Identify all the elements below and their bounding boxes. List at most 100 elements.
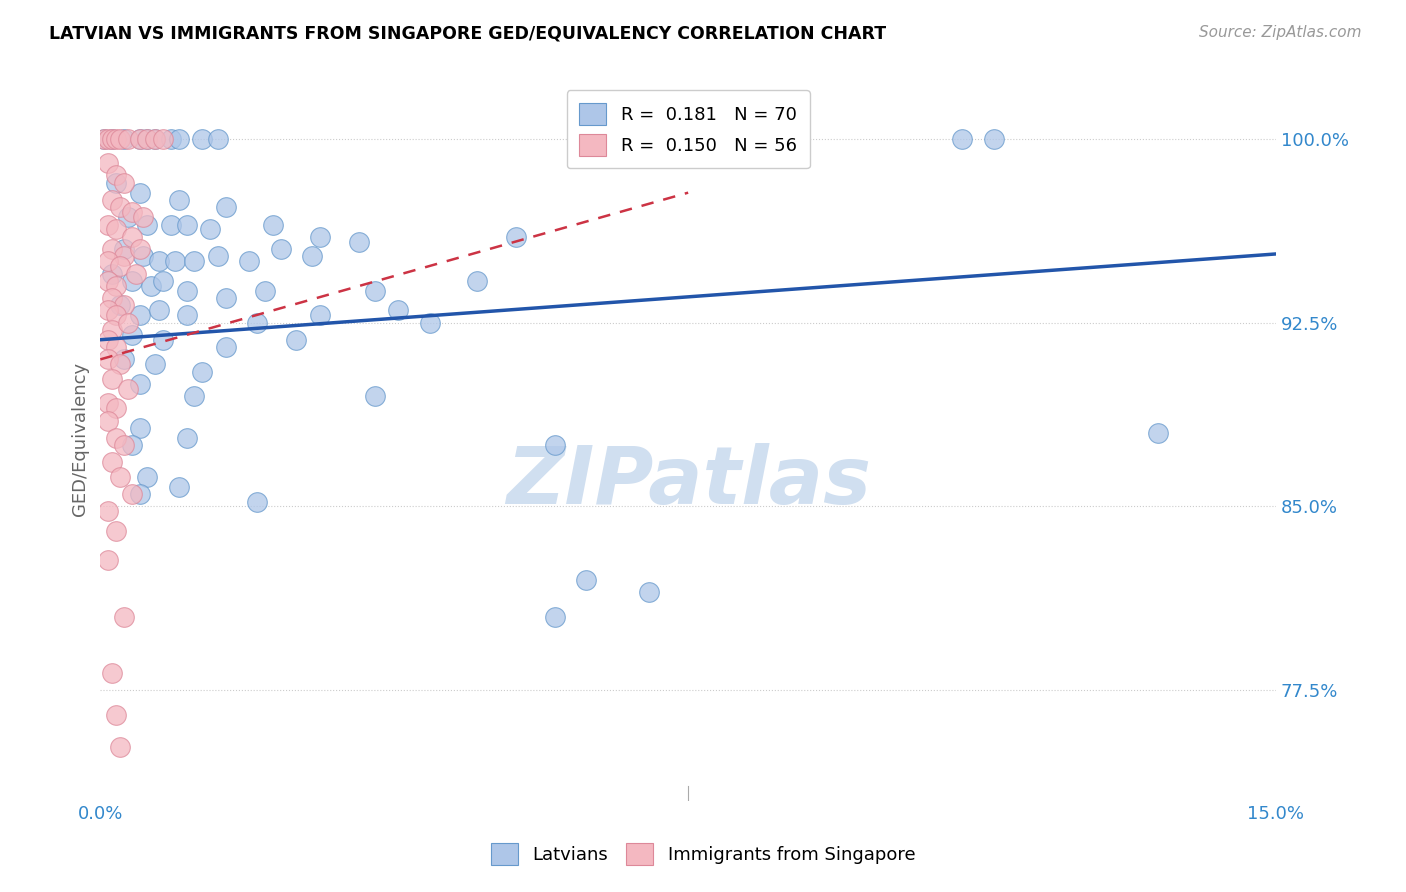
Point — [148, 254, 170, 268]
Point — [101, 132, 124, 146]
Point — [160, 218, 183, 232]
Point — [105, 222, 128, 236]
Point — [121, 327, 143, 342]
Point — [270, 242, 292, 256]
Point — [108, 739, 131, 754]
Point — [105, 169, 128, 183]
Point — [108, 298, 131, 312]
Point — [575, 573, 598, 587]
Point — [101, 323, 124, 337]
Point — [347, 235, 370, 249]
Point — [121, 438, 143, 452]
Point — [97, 414, 120, 428]
Point — [108, 357, 131, 371]
Point — [167, 132, 190, 146]
Point — [121, 274, 143, 288]
Point — [163, 254, 186, 268]
Point — [136, 470, 159, 484]
Point — [101, 242, 124, 256]
Point — [465, 274, 488, 288]
Point — [124, 267, 146, 281]
Point — [93, 132, 115, 146]
Point — [132, 249, 155, 263]
Point — [101, 193, 124, 207]
Point — [117, 382, 139, 396]
Point — [136, 132, 159, 146]
Point — [363, 389, 385, 403]
Point — [105, 278, 128, 293]
Point — [128, 308, 150, 322]
Point — [101, 372, 124, 386]
Point — [108, 259, 131, 273]
Point — [128, 242, 150, 256]
Text: LATVIAN VS IMMIGRANTS FROM SINGAPORE GED/EQUIVALENCY CORRELATION CHART: LATVIAN VS IMMIGRANTS FROM SINGAPORE GED… — [49, 25, 886, 43]
Point — [238, 254, 260, 268]
Point — [128, 132, 150, 146]
Point — [246, 316, 269, 330]
Point — [105, 707, 128, 722]
Point — [308, 229, 330, 244]
Point — [97, 333, 120, 347]
Point — [128, 376, 150, 391]
Point — [105, 401, 128, 416]
Point — [544, 438, 567, 452]
Point — [117, 316, 139, 330]
Point — [176, 308, 198, 322]
Point — [132, 210, 155, 224]
Point — [952, 132, 974, 146]
Point — [176, 431, 198, 445]
Point — [143, 132, 166, 146]
Point — [128, 132, 150, 146]
Point — [97, 254, 120, 268]
Point — [176, 218, 198, 232]
Point — [285, 333, 308, 347]
Point — [101, 455, 124, 469]
Point — [143, 357, 166, 371]
Point — [731, 132, 754, 146]
Point — [143, 132, 166, 146]
Text: ZIPatlas: ZIPatlas — [506, 443, 870, 522]
Point — [112, 176, 135, 190]
Legend: R =  0.181   N = 70, R =  0.150   N = 56: R = 0.181 N = 70, R = 0.150 N = 56 — [567, 90, 810, 169]
Point — [101, 267, 124, 281]
Point — [183, 389, 205, 403]
Point — [108, 200, 131, 214]
Point — [152, 274, 174, 288]
Point — [97, 218, 120, 232]
Point — [97, 352, 120, 367]
Point — [97, 156, 120, 170]
Point — [112, 242, 135, 256]
Point — [105, 524, 128, 538]
Point — [112, 609, 135, 624]
Point — [97, 303, 120, 318]
Point — [112, 132, 135, 146]
Point — [105, 176, 128, 190]
Point — [152, 132, 174, 146]
Point — [121, 487, 143, 501]
Legend: Latvians, Immigrants from Singapore: Latvians, Immigrants from Singapore — [484, 836, 922, 872]
Point — [112, 438, 135, 452]
Point — [544, 609, 567, 624]
Point — [253, 284, 276, 298]
Point — [108, 470, 131, 484]
Point — [152, 333, 174, 347]
Point — [128, 186, 150, 200]
Point — [136, 218, 159, 232]
Point — [418, 316, 440, 330]
Point — [148, 303, 170, 318]
Point — [505, 229, 527, 244]
Point — [301, 249, 323, 263]
Point — [105, 340, 128, 354]
Point — [176, 284, 198, 298]
Point — [1147, 425, 1170, 440]
Point — [983, 132, 1005, 146]
Point — [308, 308, 330, 322]
Point — [638, 585, 661, 599]
Text: Source: ZipAtlas.com: Source: ZipAtlas.com — [1198, 25, 1361, 40]
Point — [97, 553, 120, 567]
Point — [246, 494, 269, 508]
Point — [128, 487, 150, 501]
Point — [108, 132, 131, 146]
Point — [97, 504, 120, 518]
Point — [141, 278, 163, 293]
